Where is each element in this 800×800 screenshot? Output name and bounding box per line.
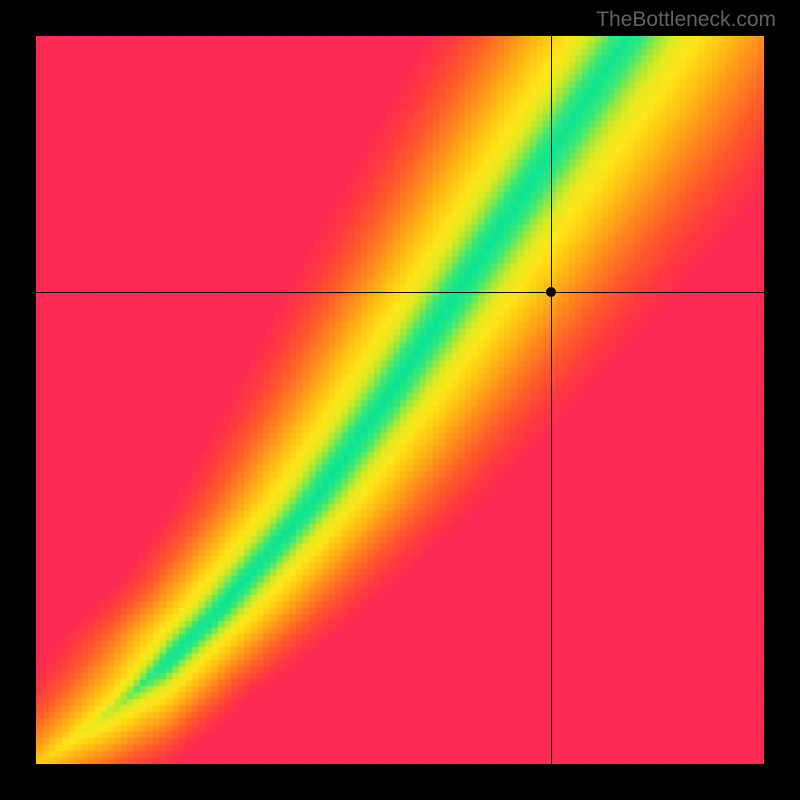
frame-border-right [764,0,800,800]
chart-frame [0,0,800,800]
crosshair-vertical [551,36,552,764]
crosshair-horizontal [36,292,764,293]
marker-dot [546,287,556,297]
heatmap-canvas [36,36,764,764]
frame-border-left [0,0,36,800]
heatmap-region [36,36,764,764]
watermark-text: TheBottleneck.com [596,8,776,32]
frame-border-bottom [0,764,800,800]
